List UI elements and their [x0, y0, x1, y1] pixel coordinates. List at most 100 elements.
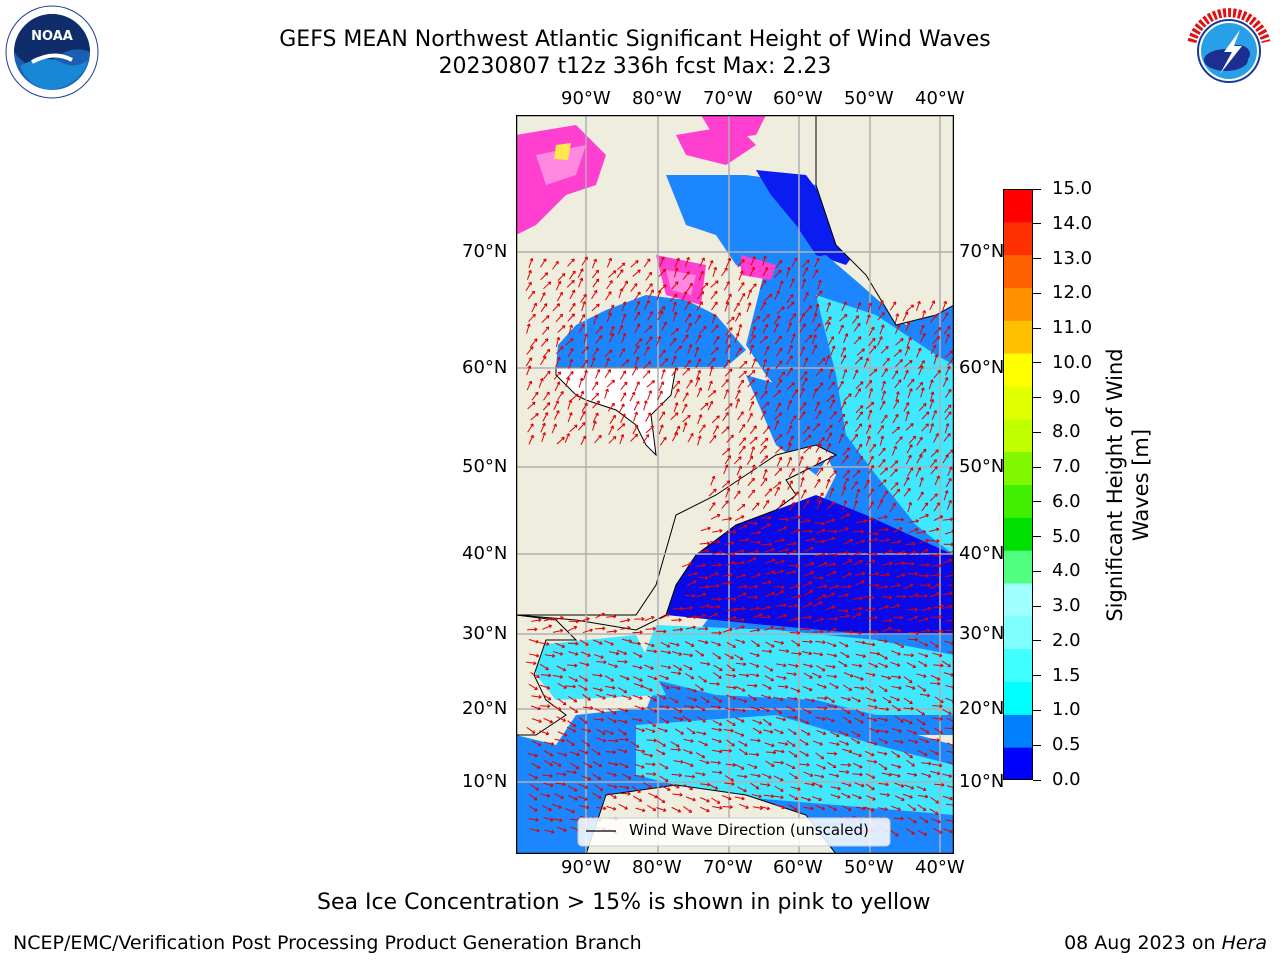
wind-wave-arrow — [903, 477, 910, 487]
wind-wave-arrowhead — [716, 604, 721, 609]
wind-wave-arrowhead — [764, 267, 769, 271]
wind-wave-arrow — [618, 762, 629, 768]
wind-wave-arrow — [632, 269, 641, 277]
colorbar-tick-mark — [1033, 744, 1041, 746]
wind-wave-arrowhead — [940, 604, 944, 609]
wind-wave-arrowhead — [623, 381, 628, 386]
wind-wave-arrowhead — [925, 739, 930, 744]
wind-wave-arrowhead — [662, 743, 666, 747]
wind-wave-arrowhead — [753, 358, 757, 362]
wind-wave-arrow — [865, 783, 875, 791]
wind-wave-arrow — [785, 570, 796, 575]
wind-wave-arrow — [539, 642, 550, 645]
wind-wave-arrow — [786, 345, 793, 355]
wind-wave-arrow — [686, 727, 696, 735]
wind-wave-arrowhead — [791, 278, 795, 282]
wind-wave-arrowhead — [584, 369, 588, 374]
wind-wave-arrowhead — [706, 699, 710, 703]
wind-wave-arrow — [696, 716, 706, 723]
wind-wave-arrowhead — [653, 697, 657, 702]
wind-wave-arrowhead — [768, 775, 772, 779]
wind-wave-arrow — [774, 434, 783, 442]
wind-wave-arrowhead — [546, 402, 551, 406]
wind-wave-arrow — [711, 728, 722, 731]
wind-wave-arrowhead — [826, 478, 831, 483]
wind-wave-arrowhead — [809, 773, 814, 777]
wind-wave-arrowhead — [933, 459, 937, 463]
wind-wave-arrow — [752, 613, 763, 618]
wind-wave-arrowhead — [805, 259, 810, 264]
wind-wave-arrowhead — [652, 762, 656, 767]
colorbar-tick-mark — [1033, 188, 1041, 190]
wind-wave-arrowhead — [610, 304, 615, 309]
wind-wave-arrowhead — [600, 717, 604, 722]
wind-wave-arrow — [724, 553, 736, 556]
wind-wave-arrowhead — [693, 697, 698, 702]
wind-wave-arrowhead — [924, 794, 929, 799]
wind-wave-arrow — [893, 740, 904, 743]
wind-wave-arrow — [906, 444, 913, 454]
wind-wave-arrow — [699, 549, 710, 553]
wind-wave-arrow — [840, 401, 846, 411]
wind-wave-arrowhead — [783, 613, 787, 618]
wind-wave-arrowhead — [894, 460, 899, 464]
wind-wave-arrow — [541, 432, 546, 443]
wind-wave-arrowhead — [818, 674, 822, 679]
lat-label-right: 40°N — [959, 543, 1005, 564]
wind-wave-arrowhead — [697, 369, 702, 374]
wind-wave-arrow — [787, 697, 798, 700]
wind-wave-arrow — [826, 653, 837, 657]
wind-wave-arrowhead — [690, 675, 695, 680]
wind-wave-arrowhead — [780, 730, 784, 735]
wind-wave-arrowhead — [647, 412, 652, 416]
wind-wave-arrowhead — [900, 783, 905, 788]
wind-wave-arrow — [733, 456, 742, 465]
wind-wave-arrowhead — [831, 699, 835, 703]
wind-wave-arrowhead — [936, 553, 940, 558]
wind-wave-arrow — [710, 290, 718, 300]
wind-wave-arrow — [557, 752, 568, 757]
wind-wave-arrow — [711, 771, 723, 774]
wind-wave-arrow — [891, 727, 902, 733]
wind-wave-arrowhead — [794, 775, 798, 780]
wind-wave-arrowhead — [829, 424, 833, 429]
wind-wave-arrow — [747, 694, 757, 701]
wind-wave-arrow — [671, 281, 679, 290]
wind-wave-arrow — [918, 660, 928, 667]
wind-wave-arrow — [556, 716, 566, 722]
wind-wave-arrowhead — [842, 401, 847, 405]
wind-wave-arrowhead — [936, 502, 940, 506]
wind-wave-arrow — [738, 740, 748, 747]
wind-wave-arrowhead — [690, 763, 694, 767]
wind-wave-arrowhead — [846, 613, 850, 618]
wind-wave-arrowhead — [548, 807, 552, 812]
wind-wave-arrow — [839, 314, 848, 322]
wind-wave-arrow — [929, 584, 940, 589]
wind-wave-arrowhead — [697, 334, 702, 338]
wind-wave-arrow — [542, 412, 549, 422]
wind-wave-arrow — [788, 564, 799, 567]
wind-wave-arrow — [656, 693, 667, 700]
wind-wave-arrow — [868, 538, 878, 543]
wind-wave-arrowhead — [750, 401, 755, 405]
wind-wave-arrow — [775, 347, 783, 357]
wind-wave-arrowhead — [603, 806, 607, 811]
colorbar — [1003, 189, 1033, 781]
wind-wave-arrow — [799, 387, 805, 398]
wind-wave-arrow — [944, 640, 955, 645]
wind-wave-arrowhead — [810, 571, 814, 575]
wind-wave-arrow — [684, 672, 694, 680]
wind-wave-arrow — [528, 818, 539, 821]
wind-wave-arrowhead — [768, 649, 773, 654]
wind-wave-arrowhead — [638, 798, 643, 802]
wind-wave-arrowhead — [740, 515, 745, 519]
wind-wave-arrow — [774, 420, 779, 431]
wind-wave-arrow — [710, 761, 721, 764]
wind-wave-arrowhead — [545, 731, 550, 736]
noaa-logo: NOAA — [2, 4, 102, 100]
colorbar-bin — [1003, 287, 1033, 321]
wind-wave-arrow — [907, 816, 917, 824]
wind-wave-arrow — [569, 289, 576, 300]
wind-wave-arrow — [920, 387, 925, 398]
wind-wave-arrowhead — [741, 796, 745, 801]
